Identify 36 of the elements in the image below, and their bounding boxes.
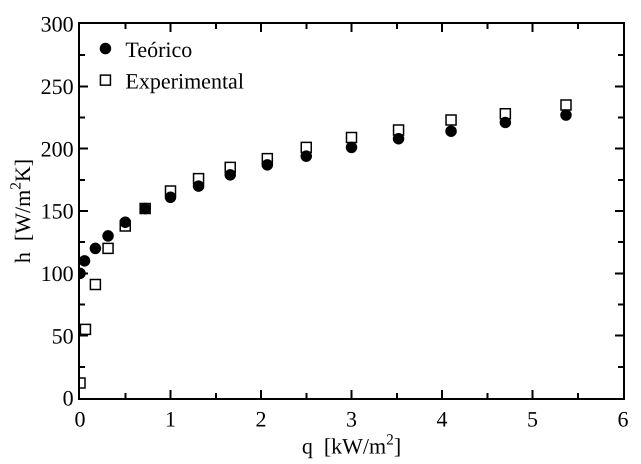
point xyxy=(102,230,114,242)
x-tick-label: 4 xyxy=(436,406,448,432)
point xyxy=(346,142,358,154)
point xyxy=(102,242,114,254)
x-tick-label: 1 xyxy=(165,406,176,432)
point xyxy=(164,185,176,197)
point xyxy=(90,278,102,290)
y-tick-label: 150 xyxy=(40,198,74,224)
x-tick-label: 2 xyxy=(256,406,266,432)
point xyxy=(560,109,572,121)
point xyxy=(80,324,92,336)
x-tick-label: 3 xyxy=(346,406,357,432)
x-tick-label: 6 xyxy=(618,406,628,432)
point xyxy=(445,125,457,137)
point xyxy=(346,132,358,144)
point xyxy=(300,142,312,154)
point xyxy=(192,172,204,184)
y-tick-label: 250 xyxy=(40,74,74,100)
legend-label: Experimental xyxy=(125,68,244,94)
point xyxy=(560,99,572,111)
y-tick-label: 200 xyxy=(40,136,74,162)
y-tick-label: 100 xyxy=(40,261,74,286)
x-tick-label: 5 xyxy=(527,406,538,432)
point xyxy=(392,124,404,136)
point xyxy=(262,152,274,164)
point xyxy=(90,242,102,254)
point xyxy=(500,108,512,120)
point xyxy=(80,255,90,267)
y-tick-label: 0 xyxy=(62,386,74,411)
point xyxy=(445,114,457,126)
point xyxy=(120,220,131,232)
x-axis-title: q [kW/m$^{2}$] xyxy=(302,431,402,459)
legend-label: Teórico xyxy=(125,37,192,62)
y-tick-label: 50 xyxy=(52,323,74,348)
y-tick-label: 300 xyxy=(40,12,74,37)
point xyxy=(224,162,236,174)
